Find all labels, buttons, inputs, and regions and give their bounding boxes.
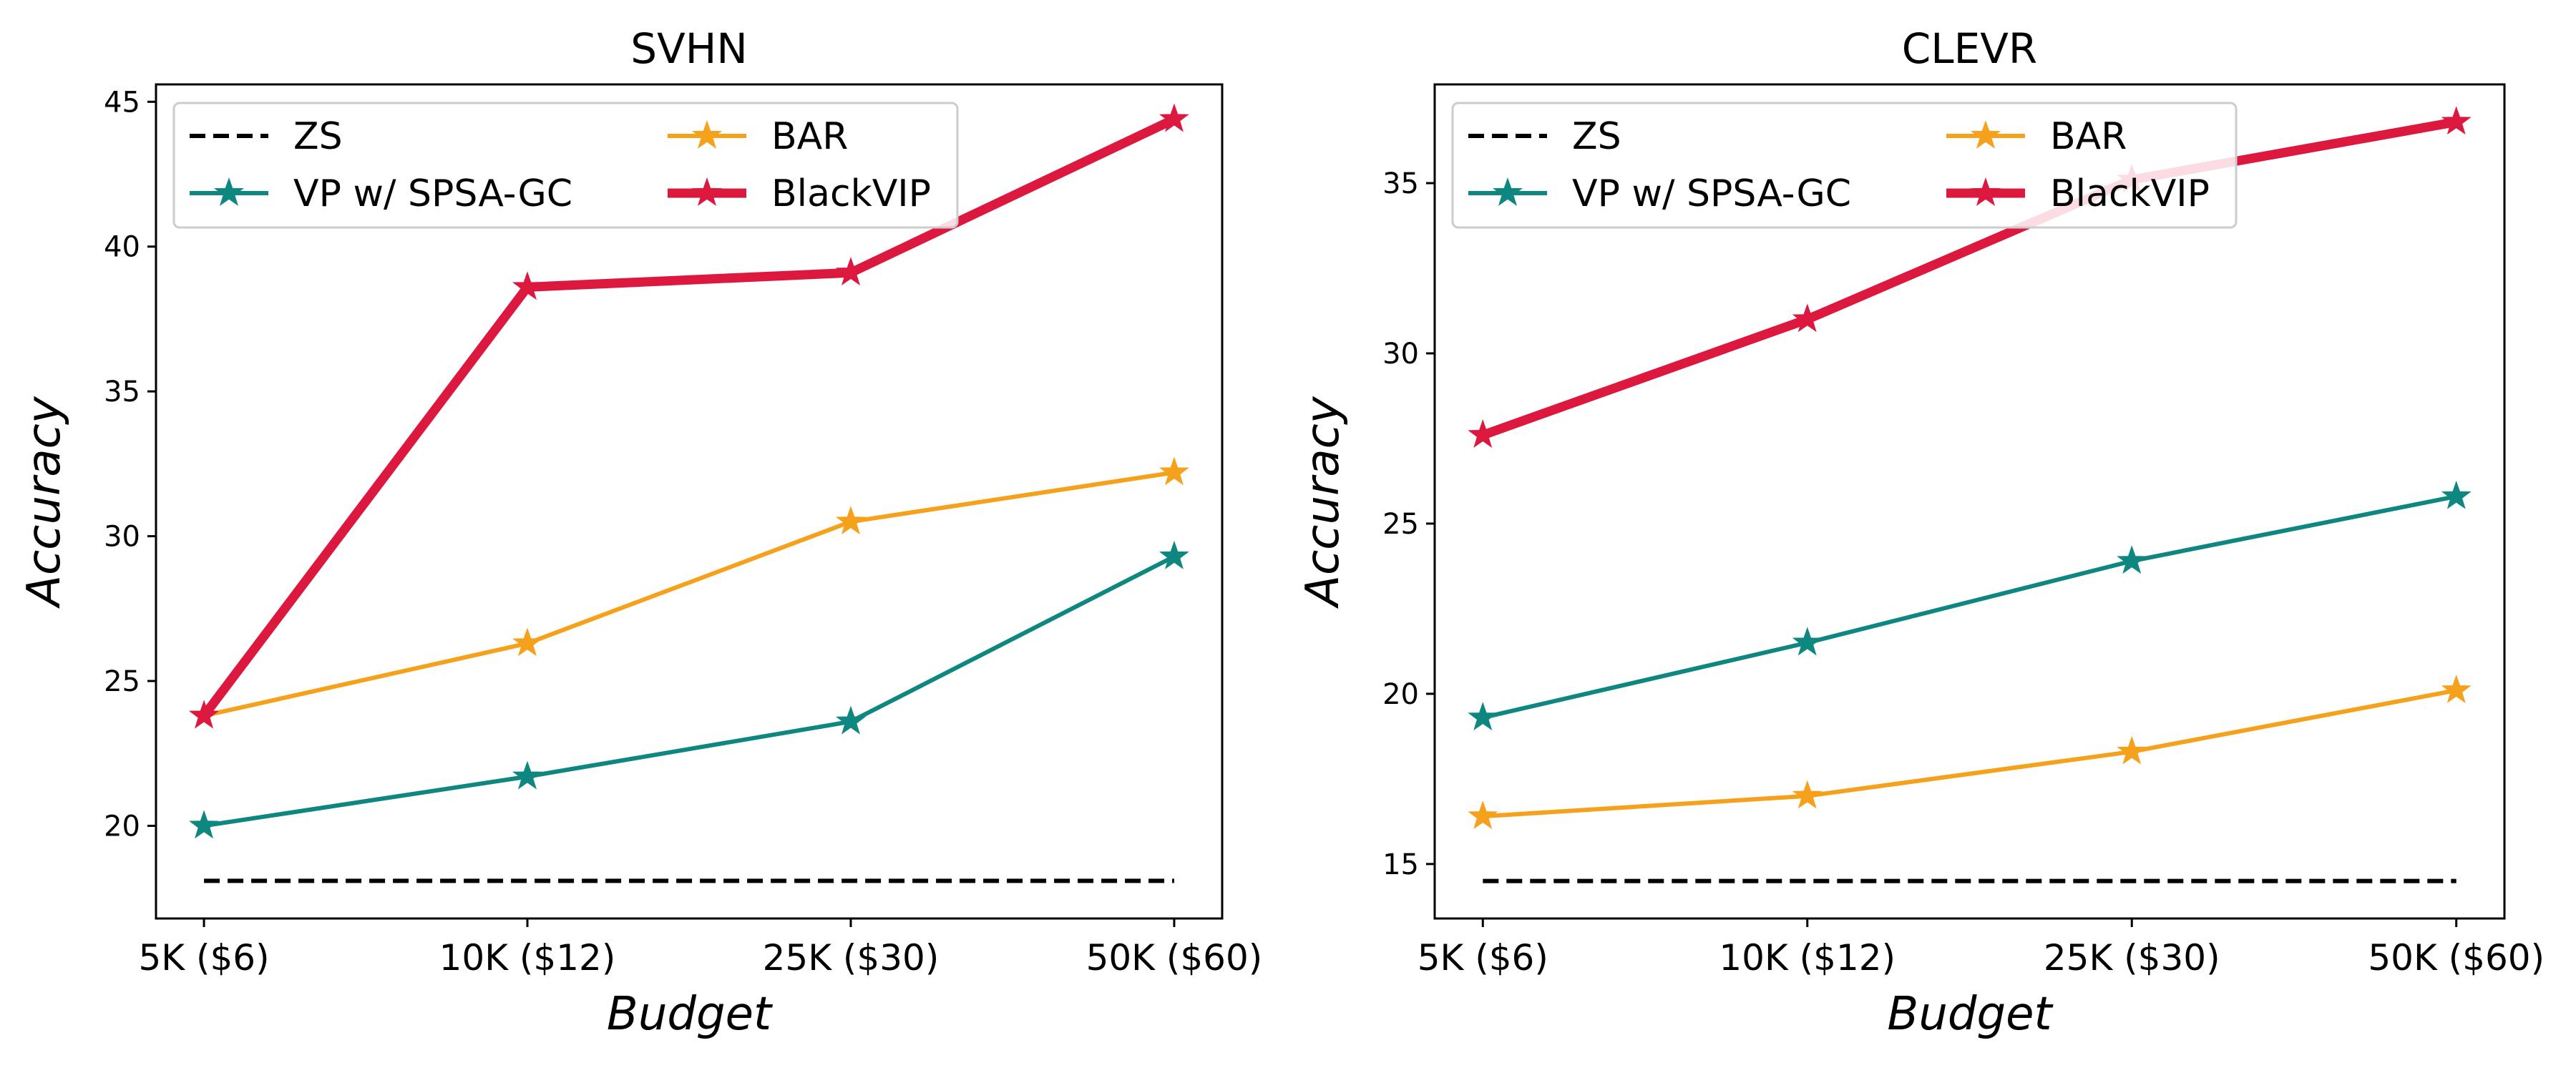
legend-label-blackvip: BlackVIP <box>2050 172 2210 215</box>
legend-label-zs: ZS <box>293 115 343 158</box>
data-point-marker <box>2441 675 2472 703</box>
data-point-marker <box>2117 735 2147 765</box>
legend: ZS VP w/ SPSA-GC BAR BlackVIP <box>1451 102 2238 229</box>
y-tick-label: 30 <box>1382 338 1419 371</box>
x-axis-label: Budget <box>1887 988 2054 1041</box>
series-blackvip <box>189 103 1189 729</box>
data-point-marker <box>1792 303 1823 333</box>
data-point-marker <box>1159 540 1189 569</box>
data-point-marker <box>1159 456 1189 486</box>
legend-box <box>172 102 959 229</box>
legend-label-vp-w-spsa-gc: VP w/ SPSA-GC <box>1572 172 1851 215</box>
legend-box <box>1451 102 2238 229</box>
chart-panel-svhn: SVHN 20 25 30 35 40 45 5K ($6) 10K ($12) 25K ($30… <box>18 24 1262 1041</box>
data-point-marker <box>1468 800 1498 830</box>
legend-label-bar: BAR <box>2050 115 2127 158</box>
series-line-blackvip <box>200 114 1176 719</box>
legend: ZS VP w/ SPSA-GC BAR BlackVIP <box>172 102 959 229</box>
y-axis-label: Accuracy <box>1297 396 1350 609</box>
data-point-marker <box>2117 545 2147 574</box>
data-point-marker <box>2441 480 2472 509</box>
data-point-marker <box>835 705 867 735</box>
y-tick-label: 20 <box>1382 678 1419 711</box>
series-vp-w-spsa-gc <box>1468 480 2472 731</box>
chart-title: CLEVR <box>1902 24 2037 73</box>
legend-marker-star <box>691 177 723 206</box>
legend-label-blackvip: BlackVIP <box>771 172 931 215</box>
series-line-vp-w-spsa-gc <box>203 554 1176 828</box>
data-point-marker <box>189 810 219 839</box>
legend-label-bar: BAR <box>771 115 848 158</box>
y-tick-label: 30 <box>104 521 140 554</box>
y-tick-label: 45 <box>104 86 140 119</box>
x-tick-label: 10K ($12) <box>1719 937 1896 979</box>
data-point-marker <box>835 257 867 285</box>
x-axis-label: Budget <box>607 988 774 1041</box>
series-line-blackvip <box>1481 117 2457 440</box>
y-tick-label: 25 <box>104 665 140 698</box>
data-point-marker <box>512 627 543 657</box>
x-tick-label: 10K ($12) <box>439 937 616 979</box>
data-point-marker <box>1468 702 1498 731</box>
legend-marker-star <box>691 119 723 149</box>
data-point-marker <box>1792 627 1823 656</box>
series-line-bar <box>203 470 1175 718</box>
chart-panel-clevr: CLEVR 15 20 25 30 35 5K ($6) 10K ($12) 25K ($30)… <box>1297 24 2545 1041</box>
legend-marker-star <box>1970 119 2001 149</box>
y-tick-label: 25 <box>1382 508 1419 541</box>
data-point-marker <box>2441 106 2472 135</box>
legend-marker-star <box>1492 177 1523 206</box>
plot-frame <box>1433 83 2506 920</box>
legend-label-zs: ZS <box>1572 115 1621 158</box>
series-bar <box>189 456 1189 729</box>
y-tick-label: 15 <box>1382 848 1419 881</box>
series-line-vp-w-spsa-gc <box>1482 494 2457 720</box>
data-point-marker <box>189 700 219 729</box>
y-axis-label: Accuracy <box>18 396 71 609</box>
legend-marker-star <box>1970 177 2001 206</box>
y-tick-label: 20 <box>104 810 140 843</box>
data-point-marker <box>512 760 543 790</box>
legend-label-vp-w-spsa-gc: VP w/ SPSA-GC <box>293 172 572 215</box>
data-point-marker <box>1792 780 1823 809</box>
data-point-marker <box>1159 103 1189 132</box>
x-tick-label: 5K ($6) <box>138 937 269 979</box>
plot-frame <box>155 83 1224 920</box>
series-bar <box>1468 675 2472 830</box>
y-tick-label: 35 <box>104 376 140 408</box>
legend-marker-star <box>213 177 245 206</box>
x-tick-label: 50K ($60) <box>1086 937 1263 979</box>
x-tick-label: 25K ($30) <box>2044 937 2220 979</box>
series-vp-w-spsa-gc <box>189 540 1189 839</box>
data-point-marker <box>835 506 867 535</box>
series-line-bar <box>1483 688 2457 819</box>
y-tick-label: 40 <box>104 231 140 264</box>
x-tick-label: 5K ($6) <box>1418 937 1548 979</box>
chart-title: SVHN <box>630 24 748 73</box>
x-tick-label: 50K ($60) <box>2368 937 2545 979</box>
y-tick-label: 35 <box>1382 167 1419 200</box>
data-point-marker <box>1468 419 1498 449</box>
data-point-marker <box>512 271 543 300</box>
x-tick-label: 25K ($30) <box>763 937 940 979</box>
